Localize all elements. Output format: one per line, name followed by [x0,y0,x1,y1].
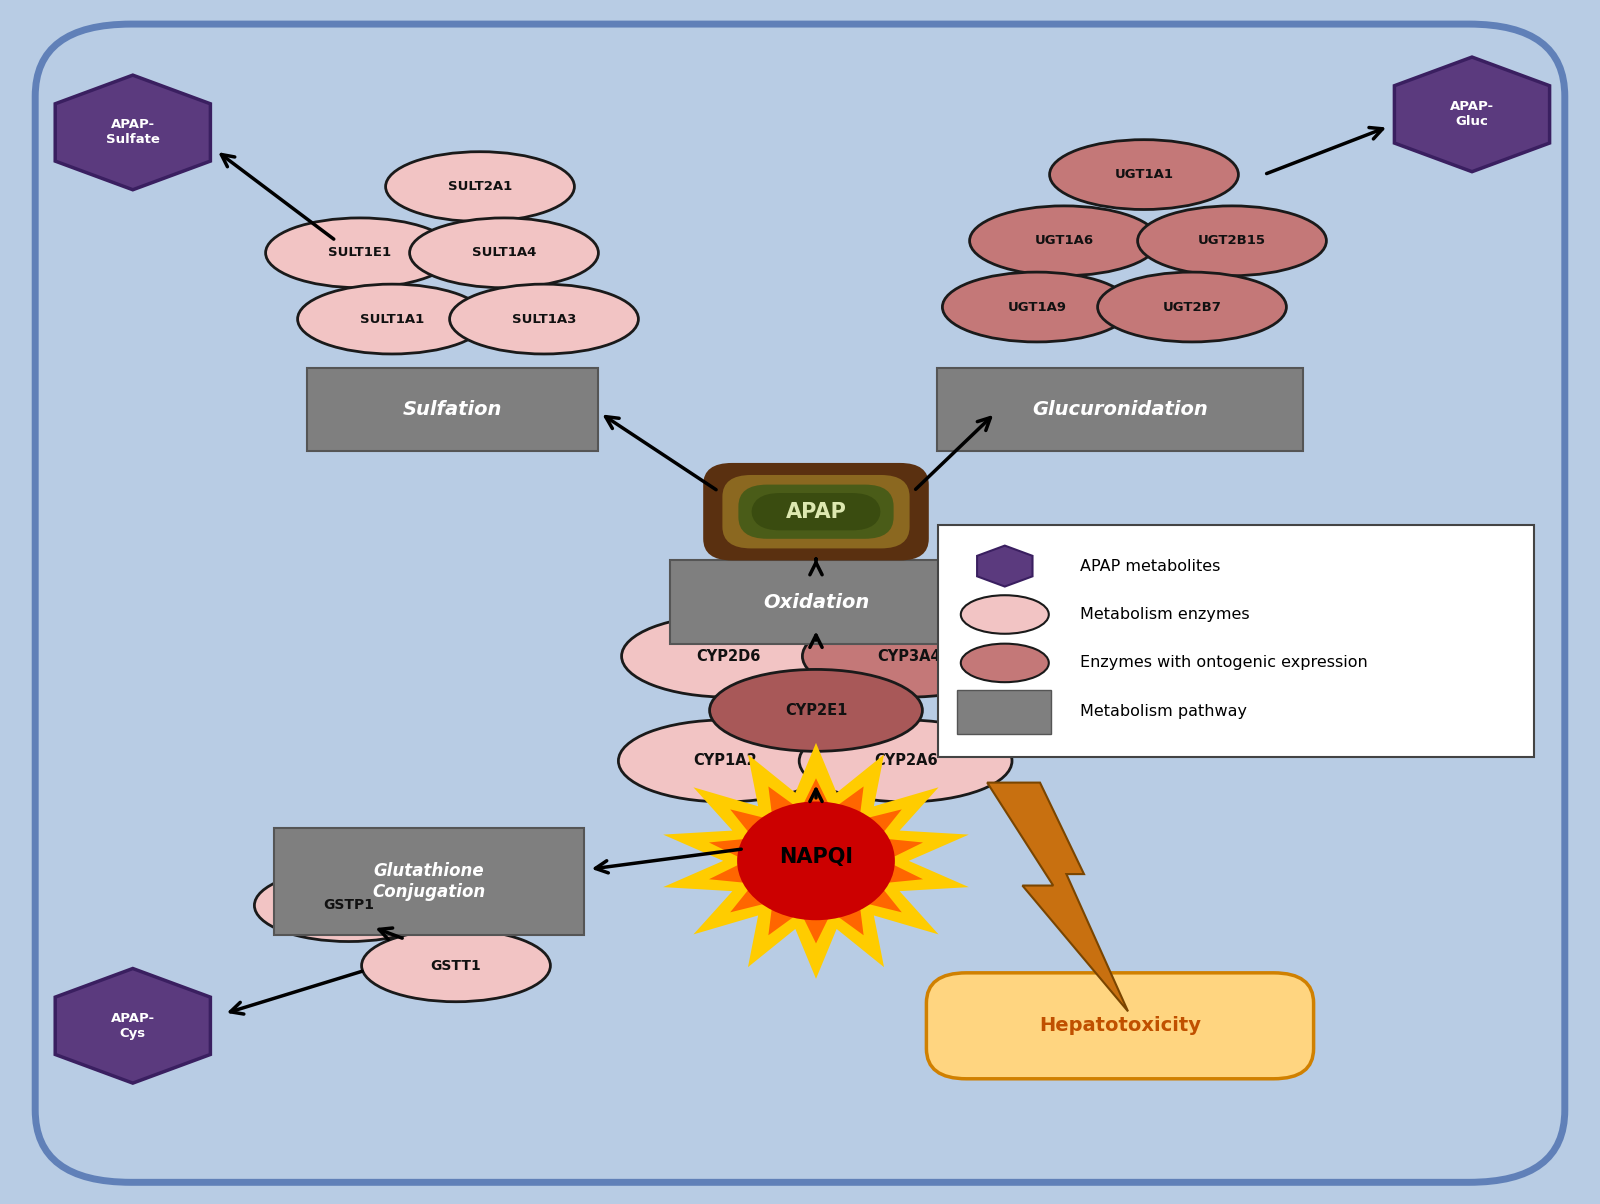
Text: NAPQI: NAPQI [779,848,853,867]
Ellipse shape [362,929,550,1002]
Ellipse shape [970,206,1158,276]
FancyBboxPatch shape [938,525,1534,757]
Polygon shape [1395,57,1549,172]
Ellipse shape [266,218,454,288]
Polygon shape [987,783,1128,1011]
Text: Glutathione
Conjugation: Glutathione Conjugation [373,862,485,901]
Polygon shape [978,545,1032,586]
Ellipse shape [942,272,1131,342]
Text: Metabolism pathway: Metabolism pathway [1080,704,1246,719]
Ellipse shape [710,669,922,751]
Text: APAP metabolites: APAP metabolites [1080,559,1221,573]
Text: Oxidation: Oxidation [763,592,869,612]
Text: SULT1E1: SULT1E1 [328,247,392,259]
Text: CYP2A6: CYP2A6 [874,754,938,768]
Polygon shape [56,75,210,190]
FancyBboxPatch shape [35,24,1565,1182]
Text: SULT1A4: SULT1A4 [472,247,536,259]
FancyBboxPatch shape [274,828,584,934]
FancyBboxPatch shape [723,476,909,549]
Ellipse shape [621,615,835,697]
Text: CYP3A4: CYP3A4 [877,649,941,663]
Text: Sulfation: Sulfation [403,400,502,419]
Ellipse shape [798,720,1013,802]
Text: APAP-
Sulfate: APAP- Sulfate [106,118,160,147]
Circle shape [738,802,894,920]
Ellipse shape [960,595,1050,633]
Polygon shape [56,968,210,1084]
FancyBboxPatch shape [704,464,928,561]
Text: SULT1A3: SULT1A3 [512,313,576,325]
Text: SULT1A1: SULT1A1 [360,313,424,325]
Ellipse shape [298,284,486,354]
Text: APAP-
Cys: APAP- Cys [110,1011,155,1040]
Text: APAP-
Gluc: APAP- Gluc [1450,100,1494,129]
Text: Enzymes with ontogenic expression: Enzymes with ontogenic expression [1080,655,1368,671]
Text: Metabolism enzymes: Metabolism enzymes [1080,607,1250,622]
FancyBboxPatch shape [670,561,962,643]
Text: UGT2B15: UGT2B15 [1198,235,1266,247]
Text: APAP: APAP [786,502,846,521]
Text: Glucuronidation: Glucuronidation [1032,400,1208,419]
Text: UGT1A6: UGT1A6 [1035,235,1093,247]
Text: SULT2A1: SULT2A1 [448,181,512,193]
Text: UGT1A1: UGT1A1 [1115,169,1173,181]
Ellipse shape [1138,206,1326,276]
FancyBboxPatch shape [926,973,1314,1079]
Text: CYP2D6: CYP2D6 [696,649,760,663]
FancyBboxPatch shape [307,367,598,450]
Text: Hepatotoxicity: Hepatotoxicity [1038,1016,1202,1035]
Ellipse shape [1098,272,1286,342]
Text: CYP2E1: CYP2E1 [786,703,846,718]
Polygon shape [709,778,923,944]
Ellipse shape [450,284,638,354]
Text: GSTT1: GSTT1 [430,958,482,973]
Text: GSTP1: GSTP1 [323,898,374,913]
Ellipse shape [1050,140,1238,209]
Ellipse shape [254,869,443,942]
FancyBboxPatch shape [936,367,1302,450]
Polygon shape [662,743,970,979]
Ellipse shape [619,720,832,802]
Text: UGT2B7: UGT2B7 [1163,301,1221,313]
Text: CYP1A2: CYP1A2 [693,754,757,768]
Ellipse shape [386,152,574,222]
Text: UGT1A9: UGT1A9 [1008,301,1066,313]
Ellipse shape [960,644,1050,683]
Ellipse shape [802,615,1014,697]
FancyBboxPatch shape [957,690,1051,734]
FancyBboxPatch shape [752,494,880,530]
Ellipse shape [410,218,598,288]
FancyBboxPatch shape [739,484,893,539]
